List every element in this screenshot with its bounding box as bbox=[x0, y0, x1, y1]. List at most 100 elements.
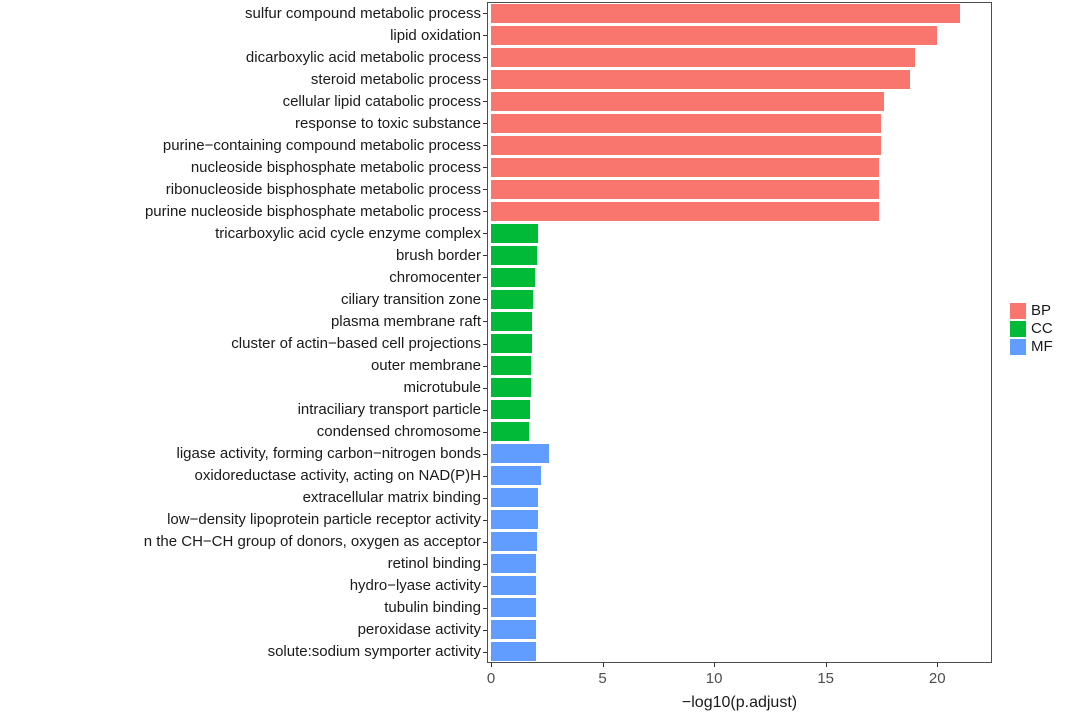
x-tick-mark bbox=[825, 663, 827, 667]
bar-mf bbox=[491, 510, 538, 530]
y-tick-mark bbox=[483, 651, 487, 653]
bar-cc bbox=[491, 334, 533, 354]
category-label: response to toxic substance bbox=[295, 115, 481, 131]
y-tick-mark bbox=[483, 299, 487, 301]
bar-cc bbox=[491, 422, 529, 442]
y-tick-mark bbox=[483, 277, 487, 279]
bar-cc bbox=[491, 356, 532, 376]
y-tick-mark bbox=[483, 453, 487, 455]
legend-item-bp: BP bbox=[1010, 302, 1053, 320]
y-tick-mark bbox=[483, 145, 487, 147]
category-label: intraciliary transport particle bbox=[297, 402, 481, 418]
legend-color-swatch bbox=[1010, 321, 1026, 337]
plot-panel bbox=[487, 2, 992, 663]
category-label: peroxidase activity bbox=[357, 622, 481, 638]
legend-item-cc: CC bbox=[1010, 320, 1053, 338]
x-tick-label: 20 bbox=[928, 670, 946, 687]
category-label: ciliary transition zone bbox=[340, 291, 481, 307]
y-tick-mark bbox=[483, 123, 487, 125]
x-tick-mark bbox=[714, 663, 716, 667]
x-tick-label: 5 bbox=[598, 670, 607, 687]
category-label: n the CH−CH group of donors, oxygen as a… bbox=[143, 534, 481, 550]
x-tick-mark bbox=[602, 663, 604, 667]
category-label: microtubule bbox=[403, 380, 481, 396]
y-tick-mark bbox=[483, 57, 487, 59]
legend-color-swatch bbox=[1010, 303, 1026, 319]
y-tick-mark bbox=[483, 409, 487, 411]
legend-label: BP bbox=[1031, 302, 1052, 319]
x-tick-label: 0 bbox=[486, 670, 496, 687]
y-tick-mark bbox=[483, 321, 487, 323]
bar-bp bbox=[491, 157, 880, 177]
x-axis-title: −log10(p.adjust) bbox=[681, 694, 798, 711]
category-label: outer membrane bbox=[370, 358, 481, 374]
y-tick-mark bbox=[483, 519, 487, 521]
y-tick-mark bbox=[483, 607, 487, 609]
bar-bp bbox=[491, 69, 911, 89]
category-label: nucleoside bisphosphate metabolic proces… bbox=[190, 159, 481, 175]
bar-cc bbox=[491, 400, 531, 420]
bar-cc bbox=[491, 223, 538, 243]
bar-bp bbox=[491, 47, 915, 67]
x-tick-label: 15 bbox=[817, 670, 834, 687]
y-tick-mark bbox=[483, 541, 487, 543]
category-label: cellular lipid catabolic process bbox=[282, 93, 481, 109]
y-tick-mark bbox=[483, 365, 487, 367]
category-label: retinol binding bbox=[387, 556, 481, 572]
bar-cc bbox=[491, 378, 532, 398]
bar-bp bbox=[491, 25, 938, 45]
bar-mf bbox=[491, 532, 537, 552]
y-tick-mark bbox=[483, 585, 487, 587]
bar-mf bbox=[491, 642, 536, 662]
y-tick-mark bbox=[483, 35, 487, 37]
category-label: lipid oxidation bbox=[390, 27, 481, 43]
y-tick-mark bbox=[483, 475, 487, 477]
bar-bp bbox=[491, 179, 880, 199]
bar-mf bbox=[491, 444, 549, 464]
category-label: oxidoreductase activity, acting on NAD(P… bbox=[194, 468, 481, 484]
bar-bp bbox=[491, 3, 960, 23]
legend-label: MF bbox=[1031, 338, 1053, 355]
y-tick-mark bbox=[483, 563, 487, 565]
y-tick-mark bbox=[483, 629, 487, 631]
category-label: ligase activity, forming carbon−nitrogen… bbox=[176, 446, 481, 462]
y-tick-mark bbox=[483, 255, 487, 257]
bar-cc bbox=[491, 311, 533, 331]
category-label: extracellular matrix binding bbox=[302, 490, 481, 506]
y-tick-mark bbox=[483, 387, 487, 389]
bar-cc bbox=[491, 245, 537, 265]
y-tick-mark bbox=[483, 211, 487, 213]
legend-item-mf: MF bbox=[1010, 338, 1053, 356]
category-label: dicarboxylic acid metabolic process bbox=[245, 49, 481, 65]
y-tick-mark bbox=[483, 13, 487, 15]
category-label: brush border bbox=[395, 247, 481, 263]
category-label: plasma membrane raft bbox=[330, 313, 481, 329]
category-label: low−density lipoprotein particle recepto… bbox=[167, 512, 481, 528]
bar-bp bbox=[491, 201, 880, 221]
y-tick-mark bbox=[483, 431, 487, 433]
category-label: tubulin binding bbox=[384, 600, 481, 616]
y-tick-mark bbox=[483, 343, 487, 345]
y-tick-mark bbox=[483, 233, 487, 235]
legend: BP CC MF bbox=[1010, 302, 1053, 356]
y-tick-mark bbox=[483, 79, 487, 81]
bar-mf bbox=[491, 576, 536, 596]
category-label: tricarboxylic acid cycle enzyme complex bbox=[215, 225, 481, 241]
y-tick-mark bbox=[483, 189, 487, 191]
x-tick-mark bbox=[491, 663, 492, 667]
bar-cc bbox=[491, 289, 534, 309]
bar-cc bbox=[491, 267, 535, 287]
category-label: cluster of actin−based cell projections bbox=[231, 336, 481, 352]
category-label: ribonucleoside bisphosphate metabolic pr… bbox=[165, 181, 481, 197]
legend-label: CC bbox=[1031, 320, 1053, 337]
bar-bp bbox=[491, 113, 882, 133]
bar-mf bbox=[491, 554, 536, 574]
x-tick-mark bbox=[937, 663, 939, 667]
category-label: steroid metabolic process bbox=[310, 71, 481, 87]
category-label: purine nucleoside bisphosphate metabolic… bbox=[144, 203, 481, 219]
y-tick-mark bbox=[483, 167, 487, 169]
category-label: hydro−lyase activity bbox=[349, 578, 481, 594]
bar-mf bbox=[491, 598, 536, 618]
bar-mf bbox=[491, 488, 538, 508]
